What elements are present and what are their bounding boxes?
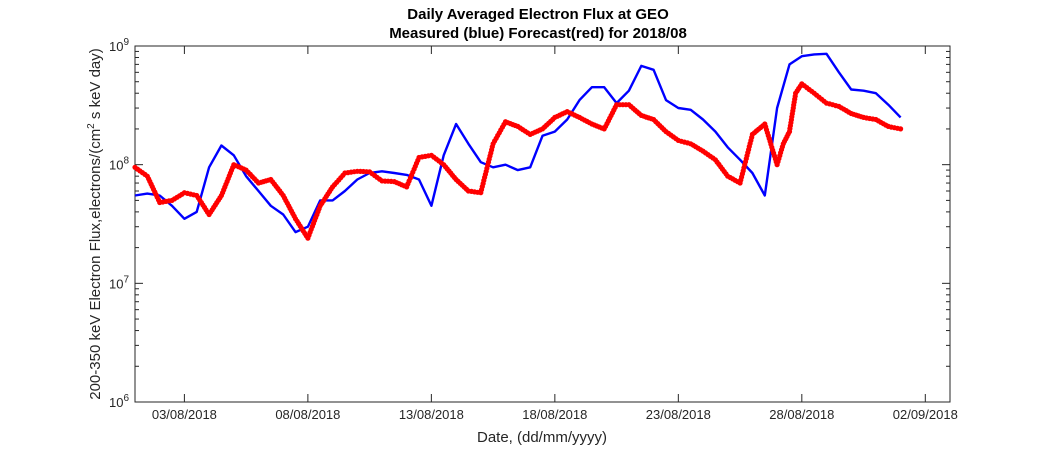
y-tick-label: 106 [109,393,129,410]
x-tick-label: 02/09/2018 [893,407,958,422]
forecast-marker [898,126,904,132]
y-axis-label-exponent: 2 [86,123,97,129]
y-tick-label-exponent: 7 [123,274,129,285]
x-axis-ticks: 03/08/2018 08/08/2018 13/08/2018 18/08/2018… [152,46,958,422]
x-tick-label: 08/08/2018 [275,407,340,422]
y-tick-label-base: 10 [109,39,123,54]
x-tick-label: 23/08/2018 [646,407,711,422]
x-tick-label: 28/08/2018 [769,407,834,422]
y-tick-label-base: 10 [109,395,123,410]
x-tick-label: 18/08/2018 [522,407,587,422]
x-tick-label: 13/08/2018 [399,407,464,422]
y-tick-label-base: 10 [109,276,123,291]
x-tick-label: 03/08/2018 [152,407,217,422]
y-axis-label: 200-350 keV Electron Flux,electrons/(cm2… [86,48,104,400]
y-tick-label: 107 [109,274,129,291]
forecast-series-markers [132,81,904,241]
y-tick-label-exponent: 8 [123,156,129,167]
y-tick-label: 108 [109,156,129,173]
y-tick-label-exponent: 6 [123,393,129,404]
y-axis-label-tail: s keV day) [87,48,104,123]
chart-title: Daily Averaged Electron Flux at GEO [407,6,669,23]
x-axis-label: Date, (dd/mm/yyyy) [477,429,607,446]
y-axis-label-main: 200-350 keV Electron Flux,electrons/(cm [87,129,104,400]
measured-series-line [134,52,902,234]
chart-subtitle: Measured (blue) Forecast(red) for 2018/0… [389,25,687,42]
y-tick-label: 109 [109,37,129,54]
plot-area [134,45,951,403]
y-tick-label-exponent: 9 [123,37,129,48]
y-tick-label-base: 10 [109,158,123,173]
plot-data [132,52,904,241]
